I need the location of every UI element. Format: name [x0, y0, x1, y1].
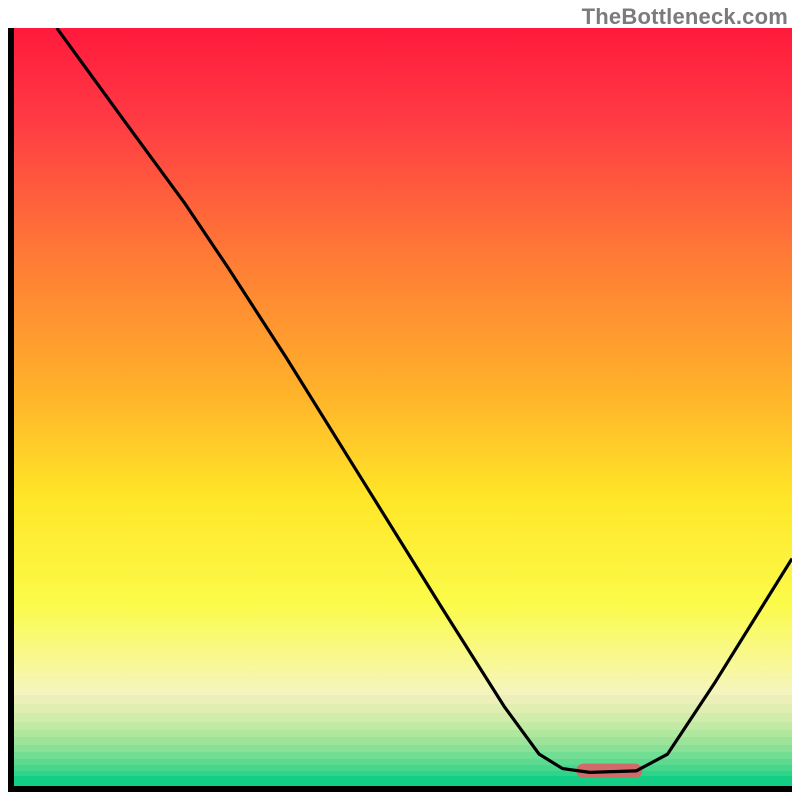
image-root: TheBottleneck.com — [0, 0, 800, 800]
bottleneck-curve — [57, 28, 792, 772]
plot-area — [8, 28, 792, 792]
watermark-text: TheBottleneck.com — [582, 4, 788, 30]
chart-svg — [14, 28, 792, 786]
